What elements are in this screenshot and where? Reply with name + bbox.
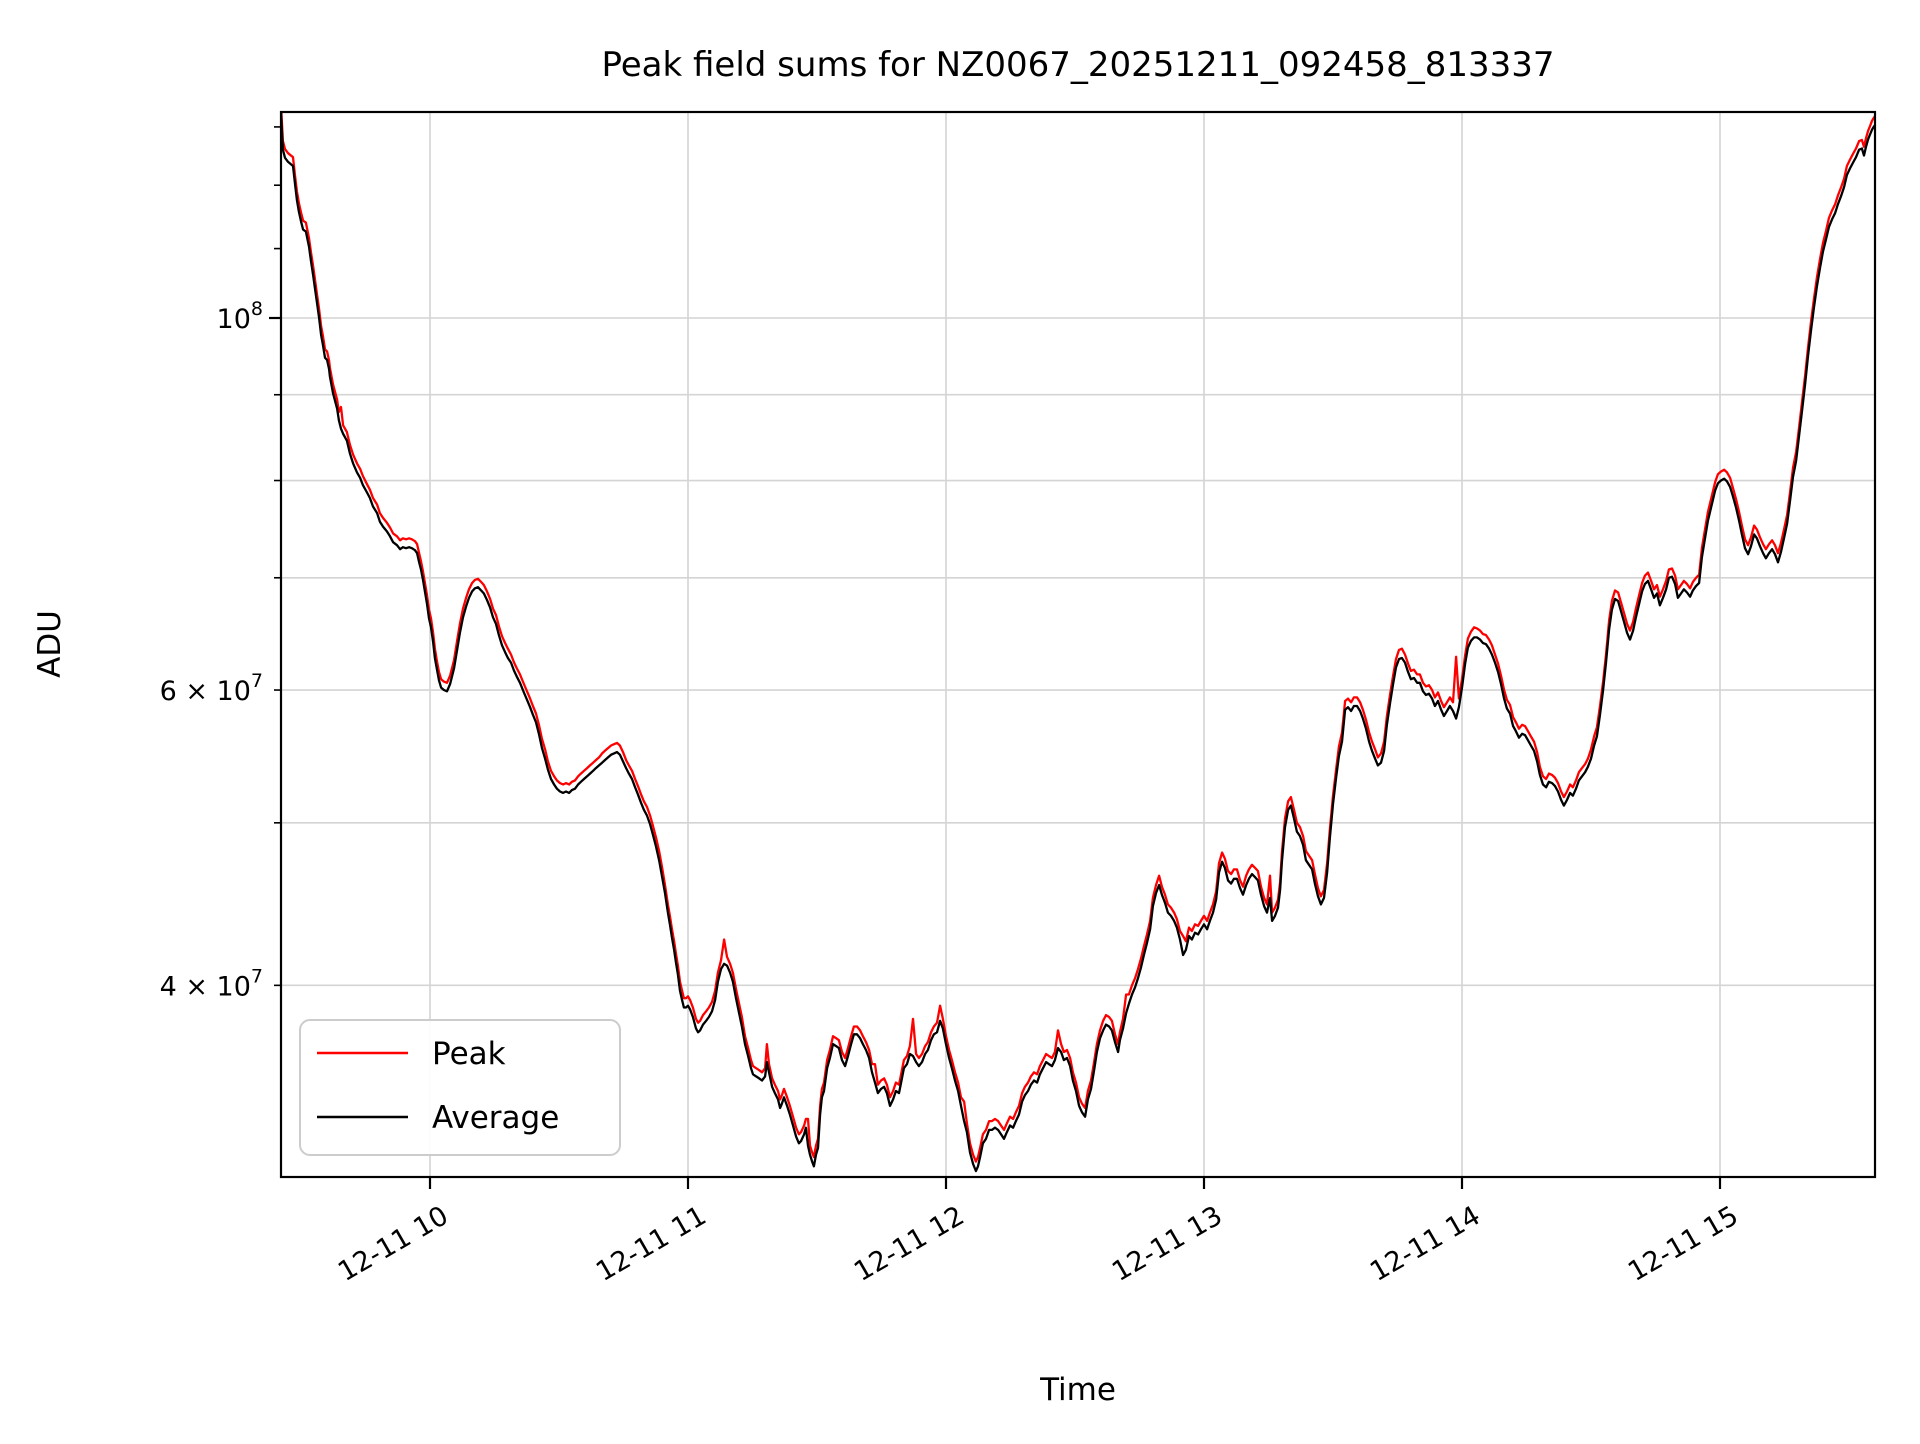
y-tick-label: 6 × 107 [160,670,263,707]
y-axis-label: ADU [32,610,68,678]
x-tick-label-group: 12-11 12 [849,1200,970,1288]
x-tick-label: 12-11 13 [1107,1200,1228,1288]
x-axis-label: Time [1039,1372,1116,1408]
x-tick-label: 12-11 12 [849,1200,970,1288]
legend-average-label: Average [432,1100,559,1136]
x-tick-label-group: 12-11 10 [333,1200,454,1288]
x-tick-label-group: 12-11 13 [1107,1200,1228,1288]
plot-area [281,112,1875,1177]
x-tick-label-group: 12-11 11 [591,1200,712,1288]
x-tick-label: 12-11 10 [333,1200,454,1288]
average-series-line [281,112,1875,1173]
legend: Peak Average [299,1019,621,1156]
x-tick-label: 12-11 15 [1623,1200,1744,1288]
plot-spines [279,110,1877,1179]
x-tick-label: 12-11 11 [591,1200,712,1288]
axis-ticks [269,126,1722,1189]
x-tick-label-group: 12-11 14 [1365,1200,1486,1288]
chart-title: Peak field sums for NZ0067_20251211_0924… [601,45,1554,85]
grid [281,112,1875,1177]
legend-peak-label: Peak [432,1036,506,1072]
y-tick-label: 4 × 107 [160,965,263,1002]
x-tick-label-group: 12-11 15 [1623,1200,1744,1288]
x-tick-label: 12-11 14 [1365,1200,1486,1288]
y-tick-label: 108 [217,298,263,335]
